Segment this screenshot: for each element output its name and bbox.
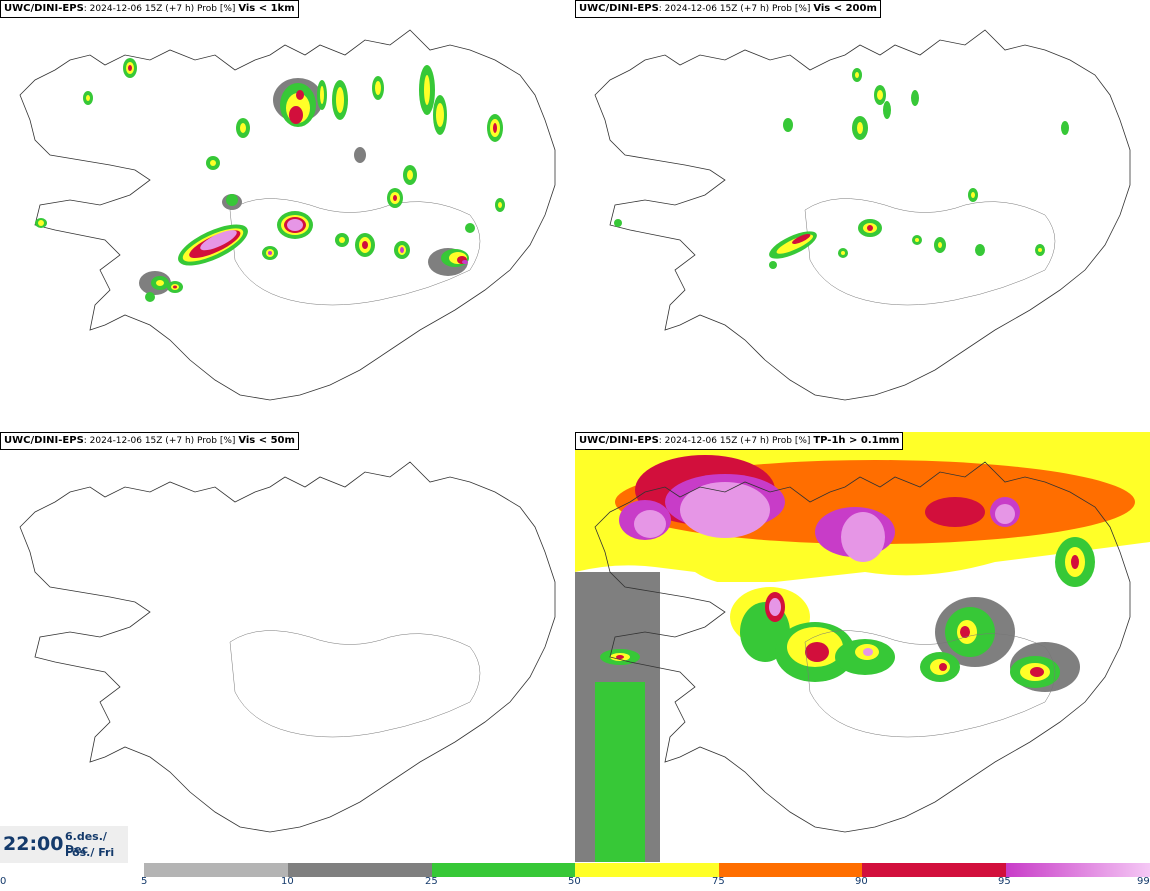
legend-band-25-50 — [432, 863, 575, 877]
legend-band-10-25 — [288, 863, 432, 877]
iceland-coastline — [19, 29, 556, 401]
threshold-label: Vis < 50m — [238, 435, 295, 446]
map-vis-50m — [19, 461, 556, 833]
map-panel-vis-1km: UWC/DINI-EPS: 2024-12-06 15Z (+7 h) Prob… — [0, 0, 575, 430]
model-name: UWC/DINI-EPS — [4, 435, 84, 446]
valid-date: 6.des./ Dec — [65, 830, 107, 856]
map-panel-vis-50m: UWC/DINI-EPS: 2024-12-06 15Z (+7 h) Prob… — [0, 432, 575, 862]
panel-title: UWC/DINI-EPS: 2024-12-06 15Z (+7 h) Prob… — [0, 0, 299, 18]
run-info: : 2024-12-06 15Z (+7 h) Prob [%] — [83, 436, 239, 446]
iceland-coastline — [594, 461, 1131, 833]
run-info: : 2024-12-06 15Z (+7 h) Prob [%] — [658, 4, 814, 14]
valid-time-box: 22:00 6.des./ Dec Fös./ Fri — [0, 826, 128, 863]
legend-tick: 25 — [425, 876, 438, 887]
legend-tick: 5 — [141, 876, 148, 887]
legend-band-50-75 — [575, 863, 719, 877]
legend-tick: 0 — [0, 876, 7, 887]
iceland-coastline — [19, 461, 556, 833]
legend-band-95-99 — [1006, 863, 1150, 877]
valid-time: 22:00 — [3, 833, 64, 855]
threshold-label: Vis < 200m — [813, 3, 877, 14]
legend-tick: 99 — [1137, 876, 1150, 887]
legend-tick: 75 — [712, 876, 725, 887]
iceland-coastline — [594, 29, 1131, 401]
probability-blobs — [35, 58, 505, 302]
legend-tick: 50 — [568, 876, 581, 887]
run-info: : 2024-12-06 15Z (+7 h) Prob [%] — [83, 4, 239, 14]
legend-tick: 10 — [281, 876, 294, 887]
panel-title: UWC/DINI-EPS: 2024-12-06 15Z (+7 h) Prob… — [575, 432, 904, 450]
threshold-label: TP-1h > 0.1mm — [813, 435, 900, 446]
legend-tick: 95 — [998, 876, 1011, 887]
map-vis-200m — [594, 29, 1131, 401]
legend-band-5-10 — [144, 863, 288, 877]
run-info: : 2024-12-06 15Z (+7 h) Prob [%] — [658, 436, 814, 446]
valid-weekday: Fös./ Fri — [65, 846, 115, 859]
legend-tick: 90 — [855, 876, 868, 887]
threshold-label: Vis < 1km — [238, 3, 295, 14]
map-panel-vis-200m: UWC/DINI-EPS: 2024-12-06 15Z (+7 h) Prob… — [575, 0, 1150, 430]
model-name: UWC/DINI-EPS — [579, 3, 659, 14]
legend-band-90-95 — [862, 863, 1006, 877]
model-name: UWC/DINI-EPS — [4, 3, 84, 14]
map-precip — [575, 432, 1150, 862]
map-vis-1km — [19, 29, 556, 401]
map-panel-precip: UWC/DINI-EPS: 2024-12-06 15Z (+7 h) Prob… — [575, 432, 1150, 862]
panel-title: UWC/DINI-EPS: 2024-12-06 15Z (+7 h) Prob… — [575, 0, 881, 18]
legend-band-75-90 — [719, 863, 862, 877]
probability-blobs — [614, 68, 1069, 269]
color-legend: 0 5 10 25 50 75 90 95 99 — [0, 863, 1150, 891]
model-name: UWC/DINI-EPS — [579, 435, 659, 446]
panel-title: UWC/DINI-EPS: 2024-12-06 15Z (+7 h) Prob… — [0, 432, 299, 450]
